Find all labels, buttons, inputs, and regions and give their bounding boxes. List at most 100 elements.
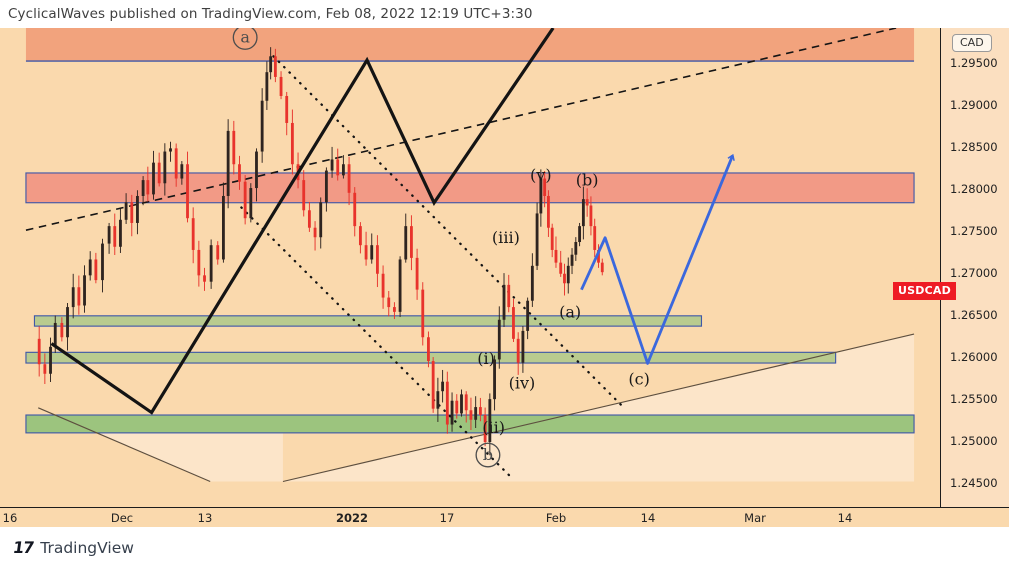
wave-label-iv[interactable]: (iv) [509, 373, 536, 392]
price-tick-1.26500: 1.26500 [950, 308, 998, 322]
candle-body [265, 72, 269, 101]
time-tick-13: 13 [197, 511, 213, 525]
wave-label-ii[interactable]: (ii) [482, 418, 505, 437]
candle-body [249, 188, 253, 219]
svg-text:(b): (b) [576, 170, 599, 189]
trendline-falling[interactable] [38, 407, 211, 483]
candle-body [393, 307, 396, 312]
candle-body [469, 410, 473, 420]
wave-label-i[interactable]: (i) [477, 349, 495, 368]
candle-body [550, 227, 554, 250]
candle-body [578, 226, 582, 243]
candle-body [566, 265, 570, 284]
tradingview-logo-icon: 17 [11, 538, 35, 557]
wave-label-b-circled[interactable]: b [475, 442, 501, 468]
time-tick-Feb: Feb [545, 511, 567, 525]
price-tick-1.29500: 1.29500 [950, 56, 998, 70]
price-axis[interactable]: CAD 1.29500 1.29000 1.28500 1.28000 1.27500 1… [940, 28, 1009, 527]
price-chart-svg[interactable]: a (v) (b) (iii) (a) (i) (iv) (c) (ii) b [0, 28, 940, 507]
candle-body [358, 226, 362, 246]
dashed-trendline[interactable] [25, 28, 897, 231]
candle-body [302, 180, 306, 211]
zone-border-support-2 [25, 351, 837, 364]
candle-body [370, 245, 374, 260]
candle-body [336, 159, 340, 176]
candle-body [521, 330, 525, 363]
candle-body [563, 273, 566, 284]
candle-body [559, 262, 563, 274]
wave-label-v[interactable]: (v) [530, 166, 552, 185]
price-tick-1.26000: 1.26000 [950, 350, 998, 364]
candle-body [450, 400, 454, 425]
wave-label-iii[interactable]: (iii) [492, 228, 520, 247]
candle-body [94, 259, 98, 281]
candle-body [101, 243, 104, 281]
candle-body [53, 322, 57, 347]
wave-label-b[interactable]: (b) [576, 170, 599, 189]
candle-body [375, 245, 379, 274]
candle-body [539, 178, 543, 214]
candle-body [152, 162, 155, 195]
wave-label-a[interactable]: (a) [559, 303, 581, 322]
candle-body [66, 307, 69, 338]
wave-label-a-circled[interactable]: a [232, 28, 258, 50]
candle-body [436, 391, 440, 409]
svg-text:(a): (a) [559, 303, 581, 322]
candle-body [410, 226, 413, 258]
candle-body [191, 218, 195, 250]
candle-body [88, 259, 92, 276]
candle-body [221, 195, 225, 260]
candle-body [341, 164, 345, 176]
candle-body [174, 148, 178, 179]
publication-header: CyclicalWaves published on TradingView.c… [8, 6, 533, 22]
price-tick-1.28000: 1.28000 [950, 182, 998, 196]
candle-body [83, 275, 86, 306]
candle-body [273, 56, 277, 77]
zone-support-3[interactable] [25, 415, 915, 433]
svg-text:(v): (v) [530, 166, 552, 185]
candle-body [209, 245, 213, 282]
trendline-rising[interactable] [282, 333, 915, 483]
svg-text:a: a [240, 28, 250, 47]
dotted-channel-upper[interactable] [272, 55, 623, 407]
candle-body [512, 307, 515, 339]
zone-resistance-top[interactable] [25, 28, 915, 62]
projection-arrow[interactable] [580, 153, 735, 365]
candle-body [474, 407, 478, 420]
chart-plot-area[interactable]: a (v) (b) (iii) (a) (i) (iv) (c) (ii) b [0, 28, 940, 507]
candle-body [307, 210, 311, 228]
candle-body [216, 245, 220, 260]
candle-body [279, 76, 283, 96]
candle-body [169, 148, 172, 152]
bold-zigzag-line[interactable] [50, 28, 555, 415]
tradingview-logo[interactable]: 17 TradingView [11, 538, 134, 557]
candle-body [574, 242, 578, 255]
candle-body [554, 249, 558, 263]
candle-body [455, 400, 459, 414]
candle-body [488, 399, 492, 442]
candle-body [319, 202, 323, 238]
candle-body [353, 192, 357, 227]
candle-body [441, 381, 445, 392]
currency-badge[interactable]: CAD [952, 34, 992, 52]
candle-body [180, 164, 184, 179]
svg-text:(iii): (iii) [492, 228, 520, 247]
candle-body [197, 249, 201, 276]
candle-body [387, 297, 391, 308]
zone-border-resistance-mid [25, 172, 915, 204]
candle-body [141, 180, 145, 196]
zone-support-2[interactable] [25, 352, 836, 364]
candle-body [347, 164, 351, 193]
candle-body [483, 415, 487, 442]
wave-label-c[interactable]: (c) [628, 370, 650, 389]
candle-body [260, 100, 264, 152]
zone-resistance-mid[interactable] [25, 172, 915, 203]
candle-body [290, 122, 294, 165]
candle-body [497, 319, 501, 360]
time-axis[interactable]: 16 Dec 13 2022 17 Feb 14 Mar 14 [0, 507, 1009, 528]
candle-body [330, 159, 334, 171]
candle-body [285, 95, 289, 123]
zone-support-1[interactable] [34, 315, 702, 327]
candle-body [404, 226, 408, 260]
candle-body [226, 130, 230, 196]
